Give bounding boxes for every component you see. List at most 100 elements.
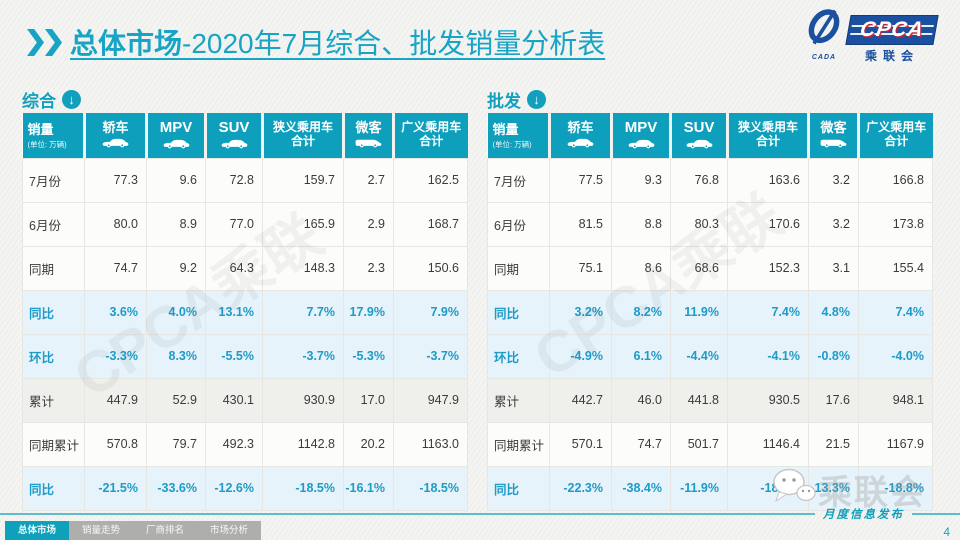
cell: -3.7% [262, 333, 344, 379]
brand-watermark-text: 乘联会 [818, 474, 926, 512]
minibus-icon [810, 137, 857, 148]
column-header-label: 销量 [27, 121, 54, 137]
tab-4[interactable]: 市场分析 [197, 521, 261, 540]
row-label: 累计 [22, 377, 85, 423]
column-header-label: 销量 [492, 121, 519, 137]
table-header-row: 销量 (单位: 万辆) 轿车 MPV SUV 狭义乘用车 合计 微客 广义乘用车 合计 [487, 113, 933, 158]
column-header: 微客 [343, 113, 395, 158]
cell: 8.3% [146, 333, 206, 379]
row-label: 同期 [487, 245, 550, 291]
cell: -3.7% [393, 333, 468, 379]
download-arrow-icon[interactable]: ↓ [62, 89, 81, 109]
row-label: 环比 [22, 333, 85, 379]
cell: 930.5 [727, 377, 809, 423]
cell: 9.3 [611, 157, 671, 203]
cell: 11.9% [670, 289, 728, 335]
cell: 163.6 [727, 157, 809, 203]
tab-2[interactable]: 销量走势 [69, 521, 133, 540]
caption-line [0, 513, 815, 515]
tab-1[interactable]: 总体市场 [5, 521, 69, 540]
column-header-label: 合计 [419, 134, 444, 149]
cell: 7.4% [727, 289, 809, 335]
cell: 80.3 [670, 201, 728, 247]
column-header-unit: (单位: 万辆) [27, 139, 67, 149]
cell: 947.9 [393, 377, 468, 423]
cell: 447.9 [84, 377, 147, 423]
cada-label: CADA [811, 54, 837, 61]
cell: 148.3 [262, 245, 344, 291]
caption-text: 月度信息发布 [823, 509, 904, 521]
cell: 4.0% [146, 289, 206, 335]
cell: -18.8% [858, 465, 933, 511]
cell: 76.8 [670, 157, 728, 203]
column-header-label: 合计 [884, 134, 909, 149]
cell: -4.9% [549, 333, 612, 379]
cell: 72.8 [205, 157, 263, 203]
cell: 77.3 [84, 157, 147, 203]
suv-icon [672, 138, 726, 149]
cell: 21.5 [808, 421, 859, 467]
column-header-label: 轿车 [102, 119, 129, 135]
cell: 3.1 [808, 245, 859, 291]
chevron-icon [27, 29, 44, 56]
row-label: 累计 [487, 377, 550, 423]
cell: 570.8 [84, 421, 147, 467]
wechat-icon [770, 467, 816, 512]
cell: 77.0 [205, 201, 263, 247]
column-header-label: SUV [683, 118, 715, 136]
cell: 52.9 [146, 377, 206, 423]
panel-wholesale: 批发 ↓ 销量 (单位: 万辆) 轿车 MPV SUV 狭义乘用车 合计 微客 广义乘用车 合计 7月份… [487, 86, 933, 511]
column-header: 销量 (单位: 万辆) [22, 113, 86, 158]
cell: 74.7 [84, 245, 147, 291]
download-arrow-icon[interactable]: ↓ [527, 89, 546, 109]
column-header: 狭义乘用车 合计 [727, 113, 810, 158]
row-label: 同期累计 [487, 421, 550, 467]
cell: 152.3 [727, 245, 809, 291]
cell: -33.6% [146, 465, 206, 511]
cell: 64.3 [205, 245, 263, 291]
table-row: 同期 75.1 8.6 68.6 152.3 3.1 155.4 [487, 245, 933, 291]
sales-table: 销量 (单位: 万辆) 轿车 MPV SUV 狭义乘用车 合计 微客 广义乘用车 合计 7月份 77.… [487, 113, 933, 511]
cell: 570.1 [549, 421, 612, 467]
cell: -21.5% [84, 465, 147, 511]
cpca-badge: CPCA [845, 15, 939, 45]
cell: 79.7 [146, 421, 206, 467]
column-header-label: MPV [624, 118, 658, 136]
panel-composite: 综合 ↓ 销量 (单位: 万辆) 轿车 MPV SUV 狭义乘用车 合计 微客 广义乘用车 合计 7月份… [22, 86, 468, 511]
table-row: 同比 3.6% 4.0% 13.1% 7.7% 17.9% 7.9% [22, 289, 468, 335]
table-row: 7月份 77.5 9.3 76.8 163.6 3.2 166.8 [487, 157, 933, 203]
cell: -22.3% [549, 465, 612, 511]
footer-tabbar: 总体市场 销量走势 厂商排名 市场分析 [5, 521, 261, 540]
cell: -5.5% [205, 333, 263, 379]
column-header: SUV [205, 113, 264, 158]
cell: 155.4 [858, 245, 933, 291]
tab-3[interactable]: 厂商排名 [133, 521, 197, 540]
cell: 165.9 [262, 201, 344, 247]
cell: 2.7 [343, 157, 394, 203]
cell: 492.3 [205, 421, 263, 467]
row-label: 环比 [487, 333, 550, 379]
cell: 1163.0 [393, 421, 468, 467]
cell: 80.0 [84, 201, 147, 247]
column-header: MPV [146, 113, 207, 158]
mpv-icon [613, 138, 669, 149]
cell: 2.9 [343, 201, 394, 247]
cell: -18.5% [262, 465, 344, 511]
column-header: 轿车 [84, 113, 148, 158]
row-label: 同比 [487, 289, 550, 335]
cell: 46.0 [611, 377, 671, 423]
column-header-label: 狭义乘用车 [272, 119, 333, 134]
panel-header: 综合 ↓ [22, 86, 467, 112]
column-header-label: 合计 [290, 134, 315, 149]
column-header: 狭义乘用车 合计 [262, 113, 345, 158]
column-header: 微客 [808, 113, 860, 158]
column-header-unit: (单位: 万辆) [492, 139, 532, 149]
cell: 6.1% [611, 333, 671, 379]
cell: -11.9% [670, 465, 728, 511]
table-row: 同期累计 570.8 79.7 492.3 1142.8 20.2 1163.0 [22, 421, 468, 467]
cell: 170.6 [727, 201, 809, 247]
column-header-label: SUV [218, 118, 250, 136]
column-header-label: 广义乘用车 [401, 119, 462, 134]
row-label: 同比 [22, 289, 85, 335]
